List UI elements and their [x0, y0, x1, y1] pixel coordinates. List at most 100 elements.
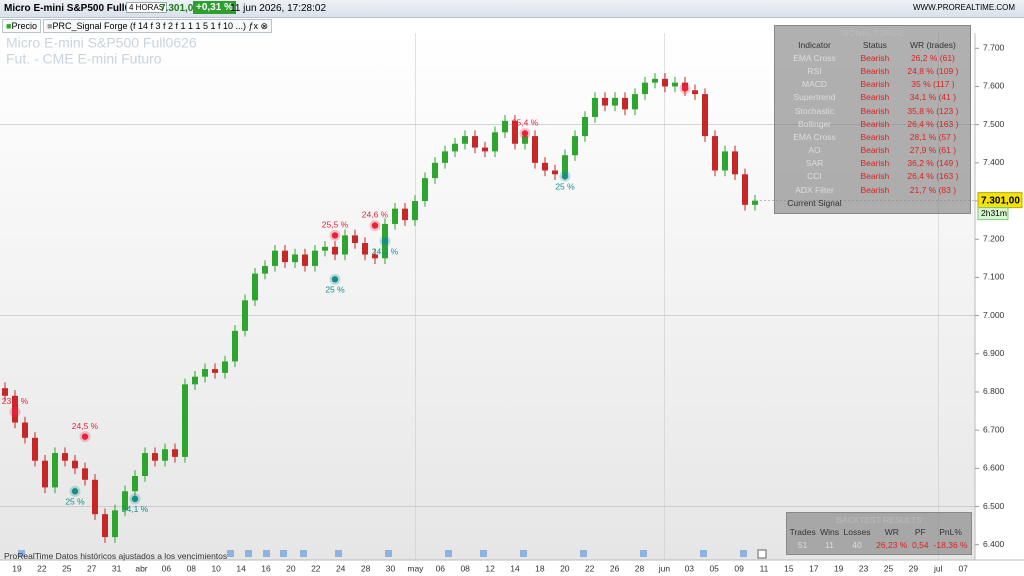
backtest-table: BACKTEST RESULTS Trades Wins Losses WR PF PnL…	[786, 512, 972, 555]
x-tick-label: 16	[261, 563, 271, 573]
table-cell: EMA Cross	[793, 131, 836, 142]
signal-dot	[81, 433, 89, 440]
candle-body	[452, 143, 458, 152]
event-icon	[245, 550, 252, 557]
event-icon	[227, 550, 234, 557]
candle-body	[722, 151, 728, 171]
signal-label: 24,6 %	[362, 210, 389, 220]
y-tick-label: 7.500	[983, 119, 1005, 129]
x-tick-label: jul	[933, 563, 943, 573]
table-cell: Indicator	[798, 39, 831, 50]
x-tick-label: 29	[909, 563, 919, 573]
candles: 23,5 % 24,5 % 25,5 % 24,6 % 25,4 % 25 % 24,1 %…	[2, 73, 758, 543]
indicator-tag[interactable]: ■Precio	[2, 19, 41, 33]
table-cell: 21,7 % (83 )	[909, 184, 957, 195]
candle-body	[442, 151, 448, 163]
table-cell: EMA Cross	[793, 52, 836, 63]
table-cell: -18,36 %	[933, 539, 968, 550]
y-tick-label: 7.100	[983, 272, 1005, 282]
candle-body	[352, 235, 358, 244]
candle-body	[172, 449, 178, 457]
candle-body	[302, 254, 308, 266]
y-tick-label: 7.600	[983, 81, 1005, 91]
table-cell: 0,54	[912, 539, 929, 550]
x-tick-label: 26	[610, 563, 620, 573]
signal-dot	[331, 276, 339, 283]
x-tick-label: 07	[958, 563, 968, 573]
indicator-tag[interactable]: ■PRC_Signal Forge (f 14 f 3 f 2 f 1 1 1 …	[43, 19, 273, 33]
y-tick-label: 6.800	[983, 386, 1005, 396]
signal-label: 24,1 %	[122, 504, 149, 514]
table-cell: Bearish	[860, 52, 890, 63]
candle-body	[462, 136, 468, 144]
candle-body	[602, 97, 608, 106]
watermark: Fut. - CME E-mini Futuro	[6, 51, 162, 67]
table-cell: Losses	[843, 526, 871, 537]
table-row: EMA Cross Bearish 26,2 % (61)	[775, 51, 970, 64]
table: Trades Wins Losses WR PF PnL% 51 11 40 26,23 % 0,5…	[787, 525, 971, 551]
table-cell: Bearish	[860, 171, 890, 182]
candle-body	[42, 460, 48, 488]
y-tick-label: 6.700	[983, 424, 1005, 434]
signal-dot	[681, 85, 689, 92]
table-row: MACD Bearish 35 % (117 )	[775, 78, 970, 91]
table-row: ADX Filter Bearish 21,7 % (83 )	[775, 183, 970, 196]
x-tick-label: 19	[12, 563, 22, 573]
x-tick-label: 14	[236, 563, 246, 573]
candle-body	[262, 265, 268, 274]
timeframe[interactable]: 4 HORAS	[126, 2, 168, 13]
event-icon	[18, 550, 25, 557]
x-tick-label: abr	[135, 563, 147, 573]
x-tick-label: 20	[560, 563, 570, 573]
x-tick-label: 28	[635, 563, 645, 573]
event-icon	[300, 550, 307, 557]
table-cell: Bearish	[860, 118, 890, 129]
candle-body	[492, 132, 498, 152]
y-tick-label: 6.600	[983, 463, 1005, 473]
candle-body	[182, 384, 188, 457]
table-cell: WR (trades)	[910, 39, 956, 50]
x-tick-label: 03	[685, 563, 695, 573]
site[interactable]: WWW.PROREALTIME.COM	[913, 3, 1016, 12]
candle-body	[132, 475, 138, 492]
signal-label: 24,5 %	[72, 421, 99, 431]
candle-body	[202, 369, 208, 377]
candle-body	[332, 246, 338, 255]
candle-body	[632, 94, 638, 110]
table-cell: Bearish	[860, 131, 890, 142]
candle-body	[562, 155, 568, 175]
candle-body	[52, 453, 58, 488]
table-row: Stochastic Bearish 35,8 % (123 )	[775, 104, 970, 117]
candle-body	[112, 510, 118, 538]
signal-label: 25 %	[555, 181, 575, 191]
x-tick-label: 06	[436, 563, 446, 573]
x-tick-label: 14	[510, 563, 520, 573]
candle-body	[422, 178, 428, 202]
candle-body	[152, 453, 158, 461]
x-tick-label: 30	[386, 563, 396, 573]
change: +0,31 %	[193, 1, 236, 14]
countdown: 2h31m	[981, 208, 1007, 218]
candle-body	[532, 136, 538, 163]
event-icons	[18, 549, 767, 559]
x-tick-label: 08	[187, 563, 197, 573]
candle-body	[542, 162, 548, 171]
event-icon	[740, 550, 747, 557]
table-row: Bollinger Bearish 26,4 % (163 )	[775, 117, 970, 130]
event-icon	[385, 550, 392, 557]
candle-body	[282, 250, 288, 263]
signal-label: 25,4 %	[512, 118, 539, 128]
table-cell: Current Signal	[787, 197, 842, 208]
signal-dot	[331, 232, 339, 239]
info-icon[interactable]	[757, 549, 767, 559]
candle-body	[72, 460, 78, 469]
table-cell: CCI	[807, 171, 822, 182]
table-cell: 26,2 % (61)	[910, 52, 955, 63]
table-title: BACKTEST RESULTS	[836, 515, 922, 525]
signal-dot	[561, 173, 569, 180]
candle-body	[512, 120, 518, 144]
candle-body	[642, 82, 648, 95]
candle-body	[482, 147, 488, 152]
candle-body	[342, 235, 348, 255]
x-tick-label: 18	[535, 563, 545, 573]
